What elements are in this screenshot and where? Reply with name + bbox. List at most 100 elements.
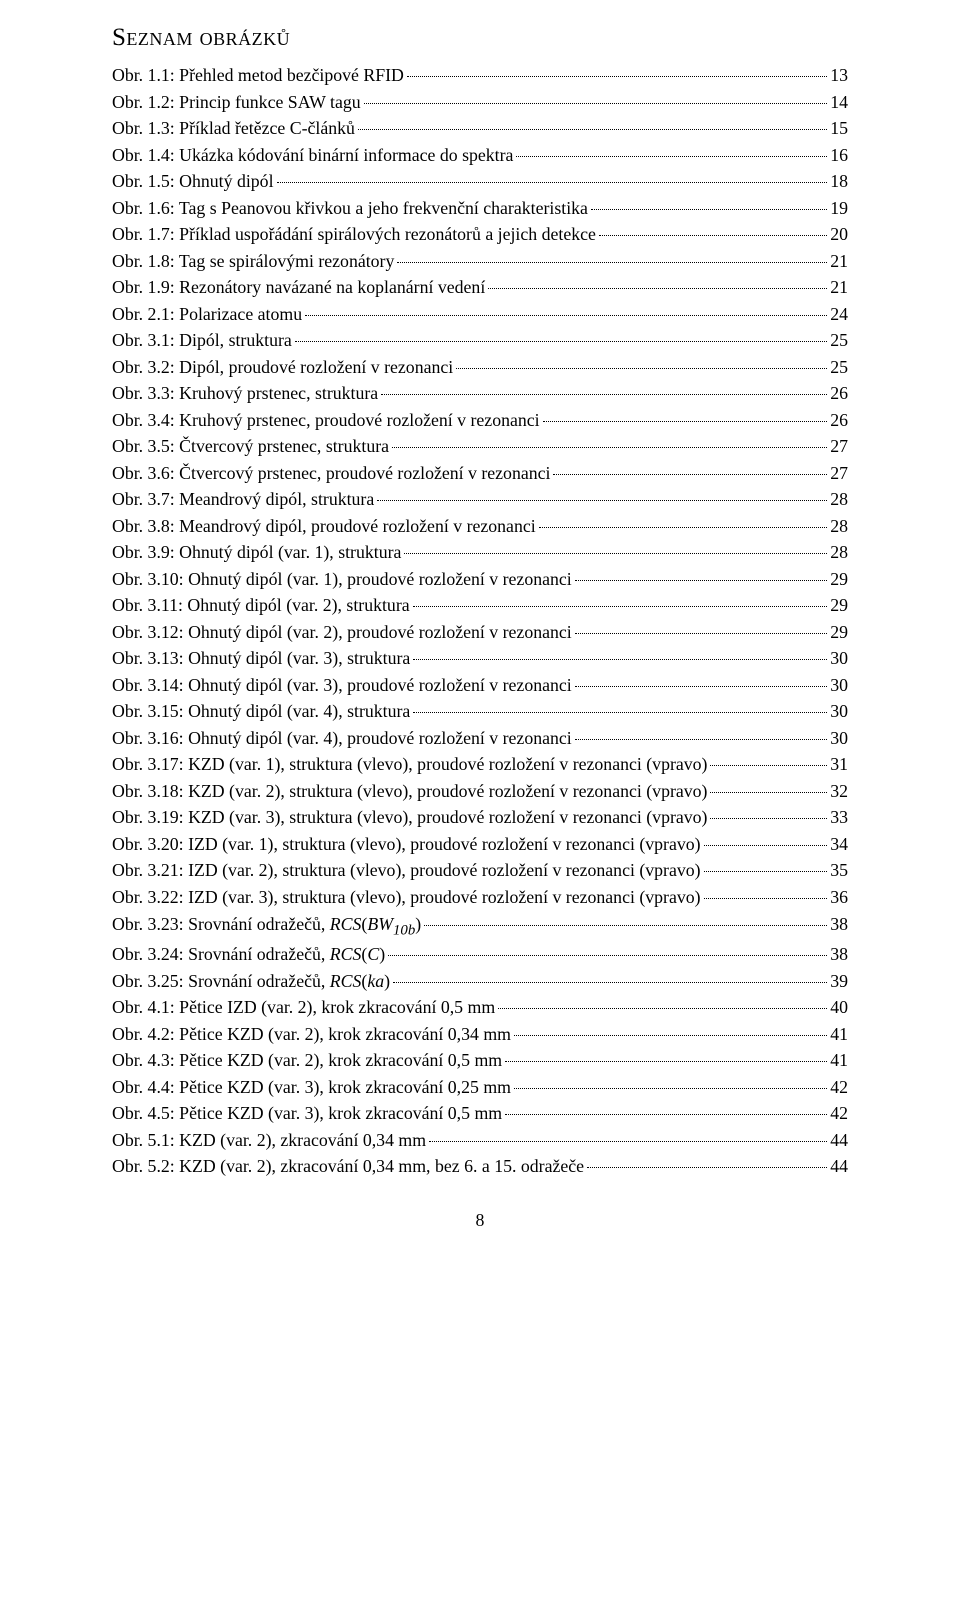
entry-label: Obr. 3.3: Kruhový prstenec, struktura <box>112 380 378 407</box>
leader-dots <box>710 818 827 819</box>
list-item: Obr. 1.6: Tag s Peanovou křivkou a jeho … <box>112 195 848 222</box>
entry-label: Obr. 3.4: Kruhový prstenec, proudové roz… <box>112 407 540 434</box>
entry-page: 19 <box>830 195 848 222</box>
entry-page: 27 <box>830 460 848 487</box>
leader-dots <box>392 447 827 448</box>
entry-label: Obr. 3.11: Ohnutý dipól (var. 2), strukt… <box>112 592 410 619</box>
leader-dots <box>413 712 827 713</box>
entry-page: 26 <box>830 407 848 434</box>
leader-dots <box>388 955 827 956</box>
entry-label: Obr. 4.3: Pětice KZD (var. 2), krok zkra… <box>112 1047 502 1074</box>
entry-label: Obr. 3.10: Ohnutý dipól (var. 1), proudo… <box>112 566 572 593</box>
entry-page: 41 <box>830 1021 848 1048</box>
entry-label: Obr. 5.2: KZD (var. 2), zkracování 0,34 … <box>112 1153 584 1180</box>
entry-page: 44 <box>830 1153 848 1180</box>
list-item: Obr. 3.3: Kruhový prstenec, struktura 26 <box>112 380 848 407</box>
leader-dots <box>498 1008 827 1009</box>
entry-page: 34 <box>830 831 848 858</box>
leader-dots <box>488 288 827 289</box>
entry-page: 30 <box>830 645 848 672</box>
entry-page: 38 <box>830 941 848 968</box>
list-item: Obr. 4.2: Pětice KZD (var. 2), krok zkra… <box>112 1021 848 1048</box>
list-item: Obr. 3.17: KZD (var. 1), struktura (vlev… <box>112 751 848 778</box>
entry-page: 20 <box>830 221 848 248</box>
entry-page: 26 <box>830 380 848 407</box>
entry-label: Obr. 3.25: Srovnání odražečů, RCS(ka) <box>112 968 390 995</box>
list-item: Obr. 1.3: Příklad řetězce C-článků 15 <box>112 115 848 142</box>
entry-page: 21 <box>830 274 848 301</box>
leader-dots <box>599 235 827 236</box>
entry-label: Obr. 4.4: Pětice KZD (var. 3), krok zkra… <box>112 1074 511 1101</box>
entry-label: Obr. 4.2: Pětice KZD (var. 2), krok zkra… <box>112 1021 511 1048</box>
leader-dots <box>575 633 827 634</box>
entry-page: 39 <box>830 968 848 995</box>
entry-label: Obr. 2.1: Polarizace atomu <box>112 301 302 328</box>
entry-label: Obr. 3.20: IZD (var. 1), struktura (vlev… <box>112 831 701 858</box>
entry-page: 42 <box>830 1100 848 1127</box>
list-item: Obr. 3.19: KZD (var. 3), struktura (vlev… <box>112 804 848 831</box>
entry-page: 29 <box>830 566 848 593</box>
entry-page: 21 <box>830 248 848 275</box>
list-item: Obr. 3.24: Srovnání odražečů, RCS(C) 38 <box>112 941 848 968</box>
entry-page: 15 <box>830 115 848 142</box>
leader-dots <box>295 341 827 342</box>
entry-label: Obr. 1.3: Příklad řetězce C-článků <box>112 115 355 142</box>
entry-label: Obr. 3.16: Ohnutý dipól (var. 4), proudo… <box>112 725 572 752</box>
leader-dots <box>543 421 828 422</box>
entry-label: Obr. 1.5: Ohnutý dipól <box>112 168 274 195</box>
leader-dots <box>413 606 828 607</box>
entry-label: Obr. 3.24: Srovnání odražečů, RCS(C) <box>112 941 385 968</box>
list-item: Obr. 3.4: Kruhový prstenec, proudové roz… <box>112 407 848 434</box>
leader-dots <box>393 982 827 983</box>
entry-label: Obr. 1.4: Ukázka kódování binární inform… <box>112 142 513 169</box>
entry-label: Obr. 3.23: Srovnání odražečů, RCS(BW10b) <box>112 911 421 942</box>
list-item: Obr. 3.6: Čtvercový prstenec, proudové r… <box>112 460 848 487</box>
leader-dots <box>710 792 827 793</box>
leader-dots <box>377 500 827 501</box>
entry-page: 28 <box>830 539 848 566</box>
leader-dots <box>587 1167 827 1168</box>
list-item: Obr. 3.21: IZD (var. 2), struktura (vlev… <box>112 857 848 884</box>
leader-dots <box>358 129 827 130</box>
entry-page: 28 <box>830 486 848 513</box>
leader-dots <box>575 686 827 687</box>
entry-label: Obr. 3.1: Dipól, struktura <box>112 327 292 354</box>
entry-label: Obr. 3.13: Ohnutý dipól (var. 3), strukt… <box>112 645 410 672</box>
list-item: Obr. 3.2: Dipól, proudové rozložení v re… <box>112 354 848 381</box>
leader-dots <box>516 156 827 157</box>
entry-page: 38 <box>830 911 848 938</box>
entry-page: 29 <box>830 592 848 619</box>
entry-page: 29 <box>830 619 848 646</box>
list-item: Obr. 3.5: Čtvercový prstenec, struktura … <box>112 433 848 460</box>
entry-label: Obr. 1.7: Příklad uspořádání spirálových… <box>112 221 596 248</box>
entry-label: Obr. 3.19: KZD (var. 3), struktura (vlev… <box>112 804 707 831</box>
entry-label: Obr. 3.12: Ohnutý dipól (var. 2), proudo… <box>112 619 572 646</box>
list-item: Obr. 4.4: Pětice KZD (var. 3), krok zkra… <box>112 1074 848 1101</box>
leader-dots <box>514 1088 827 1089</box>
leader-dots <box>575 739 827 740</box>
list-item: Obr. 3.13: Ohnutý dipól (var. 3), strukt… <box>112 645 848 672</box>
leader-dots <box>539 527 828 528</box>
list-item: Obr. 4.1: Pětice IZD (var. 2), krok zkra… <box>112 994 848 1021</box>
entry-page: 35 <box>830 857 848 884</box>
entry-label: Obr. 3.9: Ohnutý dipól (var. 1), struktu… <box>112 539 401 566</box>
page-number: 8 <box>112 1210 848 1231</box>
list-item: Obr. 5.1: KZD (var. 2), zkracování 0,34 … <box>112 1127 848 1154</box>
leader-dots <box>591 209 827 210</box>
list-item: Obr. 3.18: KZD (var. 2), struktura (vlev… <box>112 778 848 805</box>
entry-page: 30 <box>830 725 848 752</box>
entry-label: Obr. 3.5: Čtvercový prstenec, struktura <box>112 433 389 460</box>
list-item: Obr. 1.9: Rezonátory navázané na koplaná… <box>112 274 848 301</box>
list-item: Obr. 1.4: Ukázka kódování binární inform… <box>112 142 848 169</box>
list-item: Obr. 3.25: Srovnání odražečů, RCS(ka) 39 <box>112 968 848 995</box>
entry-label: Obr. 3.8: Meandrový dipól, proudové rozl… <box>112 513 536 540</box>
list-item: Obr. 1.2: Princip funkce SAW tagu 14 <box>112 89 848 116</box>
entry-label: Obr. 1.8: Tag se spirálovými rezonátory <box>112 248 394 275</box>
entry-label: Obr. 4.5: Pětice KZD (var. 3), krok zkra… <box>112 1100 502 1127</box>
entry-page: 32 <box>830 778 848 805</box>
entry-label: Obr. 3.15: Ohnutý dipól (var. 4), strukt… <box>112 698 410 725</box>
entry-label: Obr. 1.1: Přehled metod bezčipové RFID <box>112 62 404 89</box>
entry-page: 24 <box>830 301 848 328</box>
entry-page: 18 <box>830 168 848 195</box>
leader-dots <box>575 580 827 581</box>
